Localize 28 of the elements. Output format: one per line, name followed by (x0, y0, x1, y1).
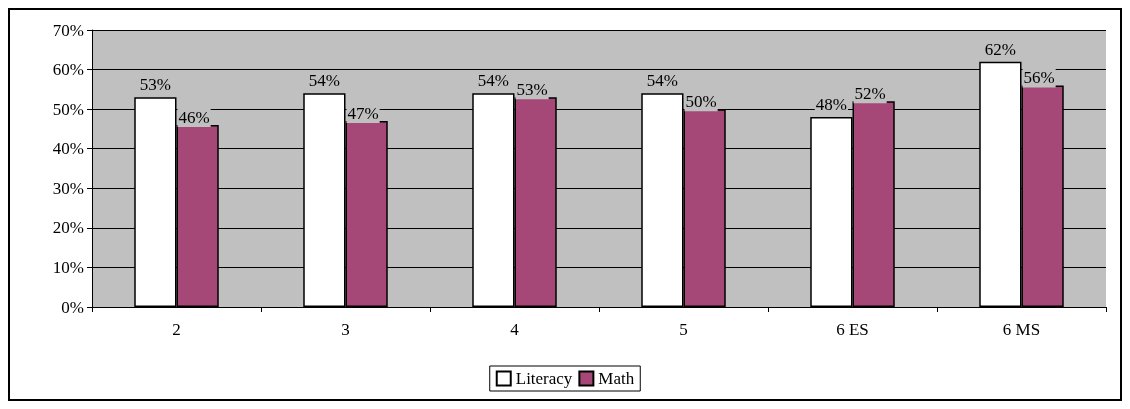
data-label: 56% (1023, 68, 1055, 88)
y-tick-label: 40% (52, 139, 84, 159)
x-tick-label: 6 ES (836, 320, 869, 339)
data-label: 50% (685, 92, 717, 112)
x-tick-label: 3 (341, 320, 350, 339)
x-tick-label: 4 (510, 320, 520, 339)
legend-label: Math (598, 369, 635, 388)
data-label: 62% (984, 39, 1016, 59)
y-tick-label: 50% (52, 99, 84, 119)
y-tick-label: 60% (52, 60, 84, 80)
data-label: 48% (815, 95, 847, 115)
y-tick-label: 0% (61, 297, 84, 317)
data-label: 47% (347, 104, 379, 124)
data-label: 53% (516, 80, 548, 100)
data-label: 54% (477, 71, 509, 91)
x-tick-label: 5 (679, 320, 688, 339)
y-tick-label: 10% (52, 257, 84, 277)
data-label: 46% (178, 107, 210, 127)
data-label: 54% (646, 71, 678, 91)
data-label: 53% (139, 75, 171, 95)
x-tick-label: 2 (172, 320, 181, 339)
data-label: 54% (308, 71, 340, 91)
y-tick-label: 30% (52, 178, 84, 198)
x-tick-label: 6 MS (1002, 320, 1041, 339)
y-tick-label: 70% (52, 20, 84, 40)
data-label: 52% (854, 84, 886, 104)
y-tick-label: 20% (52, 218, 84, 238)
legend-label: Literacy (515, 369, 573, 388)
